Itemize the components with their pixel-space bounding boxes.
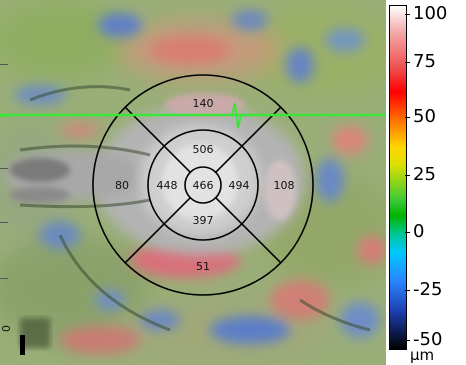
heatmap-background (0, 0, 386, 365)
colorbar-label-neg50: -50 (413, 329, 443, 350)
etdrs-grid (92, 74, 314, 296)
colorbar-tick (405, 232, 410, 233)
middle-ring (147, 129, 259, 241)
left-tick (0, 222, 8, 223)
colorbar-tick (405, 14, 410, 15)
inner-line-nw (163, 145, 191, 173)
sector-line-ne (241, 106, 282, 147)
sector-value-inner-left: 448 (157, 179, 178, 192)
sector-value-outer-inferior: 51 (196, 260, 210, 273)
sector-value-center: 466 (193, 179, 214, 192)
left-edge-label: 0 (0, 325, 13, 332)
thickness-map: 140 506 80 448 466 494 108 397 51 (0, 0, 386, 365)
inner-line-sw (163, 197, 191, 225)
colorbar-tick (405, 175, 410, 176)
left-tick (0, 168, 8, 169)
sector-line-se (241, 223, 282, 264)
sector-value-outer-superior: 140 (193, 97, 214, 110)
colorbar-label-50: 50 (413, 106, 436, 127)
sector-value-inner-inferior: 397 (193, 214, 214, 227)
left-tick (0, 278, 8, 279)
colorbar-tick (405, 340, 410, 341)
sector-value-outer-right: 108 (274, 179, 295, 192)
left-tick (0, 64, 8, 65)
inner-line-ne (215, 145, 243, 173)
inner-line-se (215, 197, 243, 225)
sector-line-nw (124, 106, 165, 147)
colorbar-label-neg25: -25 (413, 279, 443, 300)
colorbar-tick (405, 62, 410, 63)
center-ring (184, 166, 222, 204)
thickness-map-panel: 140 506 80 448 466 494 108 397 51 0 (0, 0, 386, 365)
sector-line-sw (124, 223, 165, 264)
sector-value-inner-superior: 506 (193, 143, 214, 156)
colorbar-label-0: 0 (413, 221, 425, 242)
colorbar-label-75: 75 (413, 51, 436, 72)
sector-values: 140 506 80 448 466 494 108 397 51 (115, 97, 295, 273)
colorbar-tick (405, 290, 410, 291)
left-tick (0, 116, 8, 117)
scan-line[interactable] (0, 102, 386, 129)
outer-ring (92, 74, 314, 296)
colorbar-unit: µm (410, 346, 435, 364)
sector-value-inner-right: 494 (229, 179, 250, 192)
colorbar-label-25: 25 (413, 164, 436, 185)
sector-value-outer-left: 80 (115, 179, 129, 192)
colorbar (389, 5, 407, 350)
colorbar-tick (405, 117, 410, 118)
colorbar-label-100: 100 (413, 3, 448, 24)
